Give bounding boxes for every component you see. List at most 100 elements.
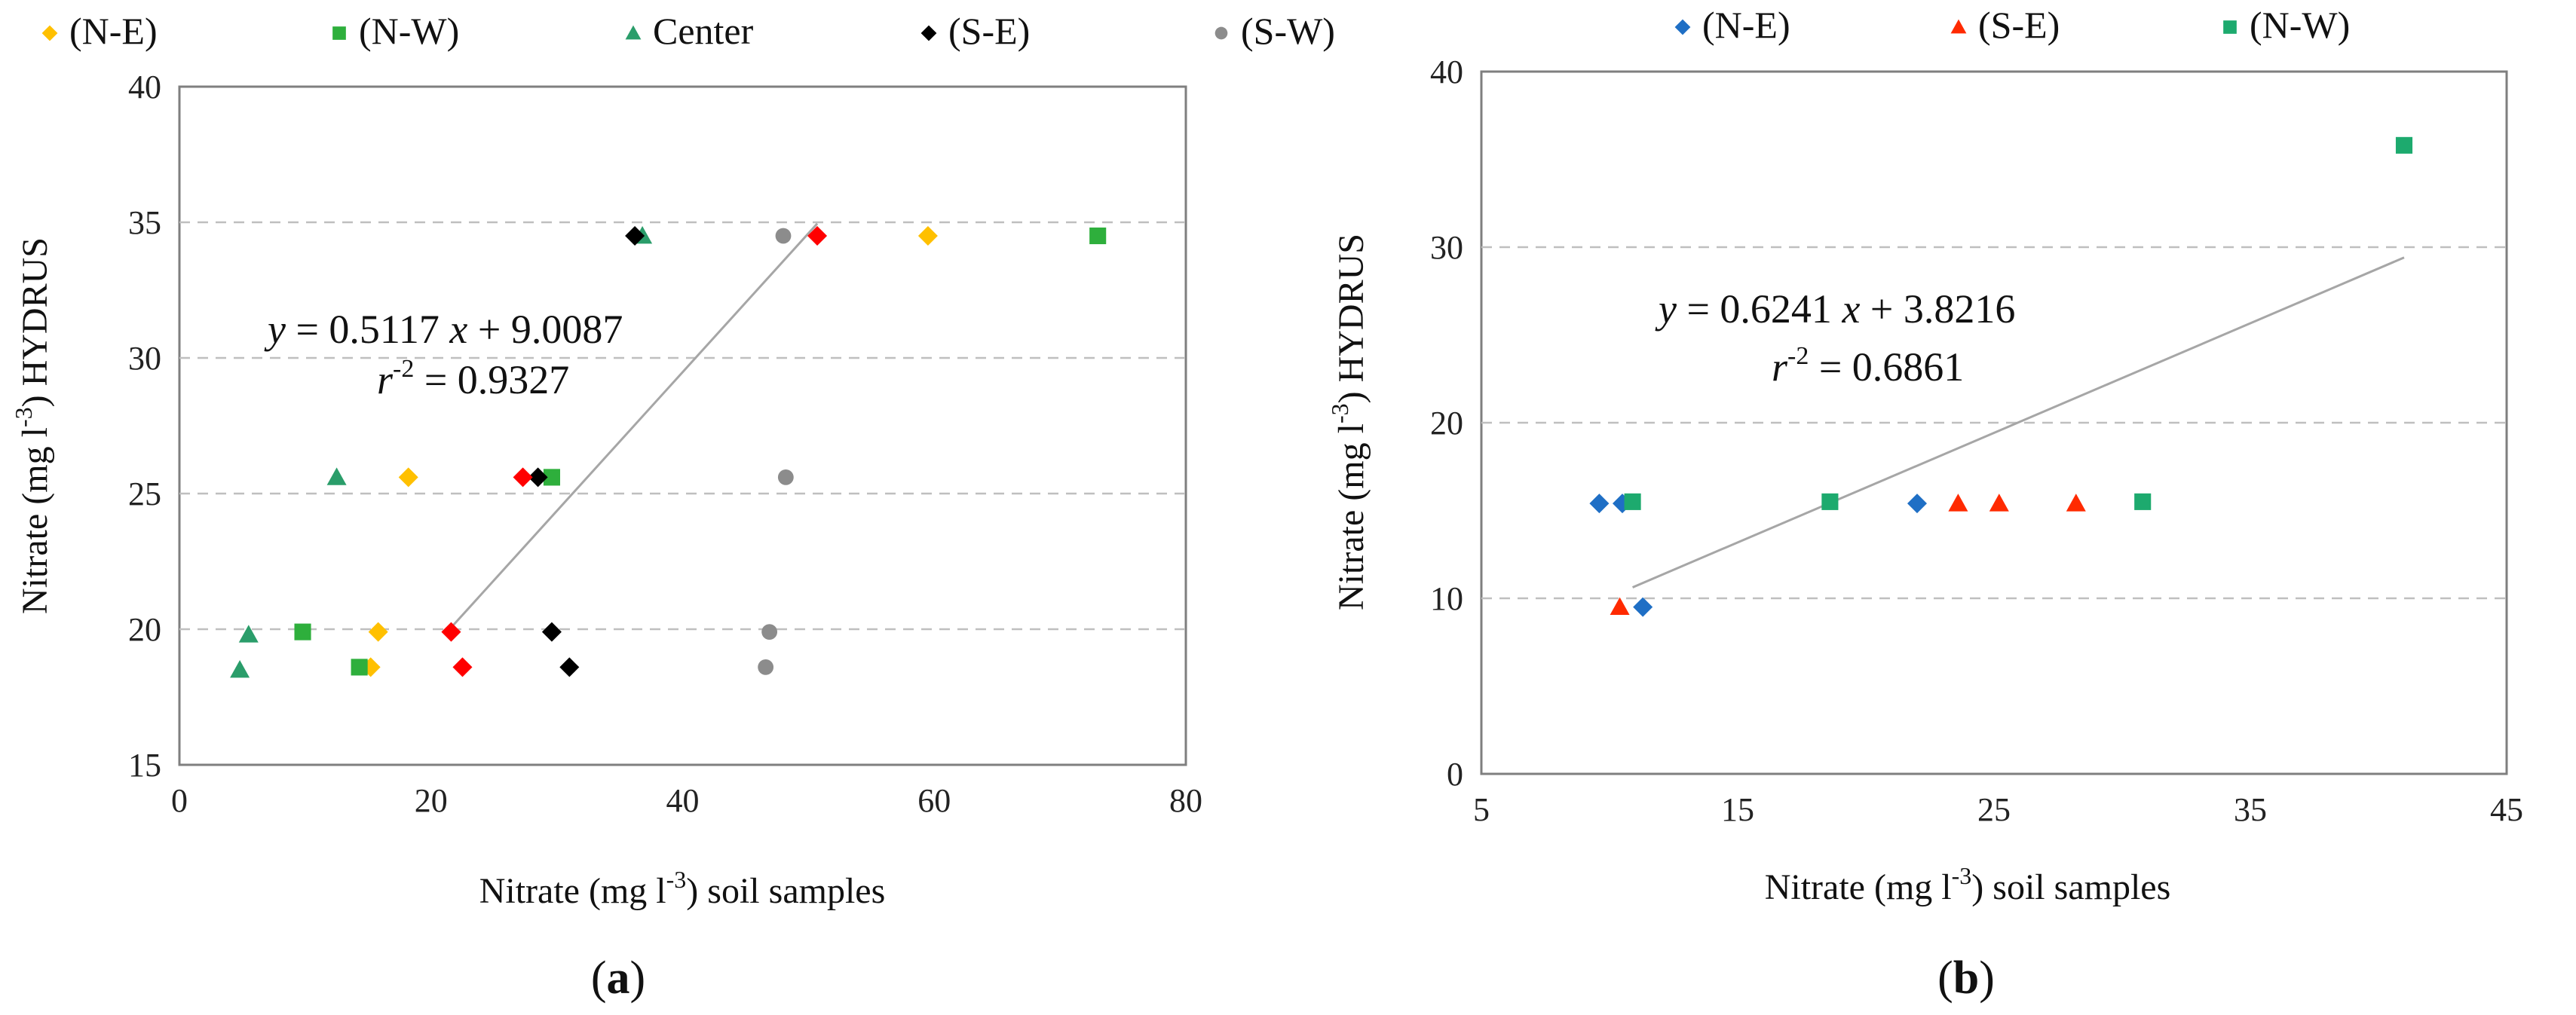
panel-a-y-tick-label: 35 xyxy=(128,204,161,241)
panel-a-eq-part2: + 9.0087 xyxy=(467,307,623,352)
panel-b-ylabel-post: ) HYDRUS xyxy=(1331,234,1371,403)
panel-b-r2-value: = 0.6861 xyxy=(1809,344,1964,390)
panel-b-eq-y: y xyxy=(1655,286,1677,332)
panel-b-trendline-line xyxy=(1632,256,2405,589)
panel-b-r: r xyxy=(1772,344,1788,390)
panel-a-data-point xyxy=(452,657,473,677)
panel-a-r2-line: r-2 = 0.9327 xyxy=(377,355,569,402)
panel-a-data-point xyxy=(541,622,562,642)
panel-a-trendline xyxy=(450,222,819,628)
panel-a-ylabel-sup: -3 xyxy=(10,407,37,427)
panel-b-legend-marker xyxy=(1950,19,1967,34)
panel-b-y-tick-label: 20 xyxy=(1430,405,1463,442)
panel-a-y-tick-label: 25 xyxy=(128,475,161,512)
panel-b-y-tick-labels: 0 10 20 30 40 xyxy=(1430,54,1463,793)
panel-a-data-point xyxy=(513,467,533,488)
panel-b-eq-part1: = 0.6241 xyxy=(1677,286,1842,332)
panel-b-y-tick-label: 40 xyxy=(1430,54,1463,90)
panel-a-caption: (a) xyxy=(591,952,645,1004)
panel-a-x-tick-label: 80 xyxy=(1169,782,1202,819)
panel-b-xlabel-pre: Nitrate (mg l xyxy=(1765,867,1952,907)
panel-b-data-point xyxy=(1907,494,1927,514)
panel-a-legend-label: (N-W) xyxy=(359,10,459,52)
panel-a-x-tick-labels: 0 20 40 60 80 xyxy=(171,782,1202,819)
panel-b-trendline xyxy=(1632,256,2405,589)
panel-a-y-tick-labels: 15 20 25 30 35 40 xyxy=(128,69,161,784)
panel-b-data-point xyxy=(1821,493,1839,510)
panel-a-data-point xyxy=(368,622,388,642)
panel-a-caption-open: ( xyxy=(591,952,607,1004)
panel-a-r: r xyxy=(377,357,394,402)
panel-b-y-tick-label: 30 xyxy=(1430,229,1463,266)
panel-a-ylabel-pre: Nitrate (mg l xyxy=(15,427,55,614)
panel-b-y-tick-label: 10 xyxy=(1430,580,1463,617)
panel-b-xlabel-post: ) soil samples xyxy=(1971,867,2170,907)
panel-a-data-point xyxy=(917,226,938,246)
panel-b-xlabel-sup: -3 xyxy=(1952,862,1972,889)
panel-a-legend: (N-E) (N-W) Center (S-E) (S-W) xyxy=(41,10,1335,52)
panel-a-data-point xyxy=(775,228,792,244)
panel-b-ylabel-pre: Nitrate (mg l xyxy=(1331,423,1371,610)
panel-a-xlabel-pre: Nitrate (mg l xyxy=(479,871,666,911)
panel-b-legend-marker xyxy=(1674,19,1691,35)
panel-b-r2-line: r-2 = 0.6861 xyxy=(1772,342,1964,390)
panel-a-legend-marker xyxy=(1214,26,1228,40)
panel-a-data-point xyxy=(559,657,580,677)
panel-b-x-tick-label: 5 xyxy=(1473,791,1490,828)
panel-a-legend-marker xyxy=(41,25,58,41)
panel-b-x-tick-labels: 5 15 25 35 45 xyxy=(1473,791,2523,828)
panel-a-r2-value: = 0.9327 xyxy=(414,357,569,402)
panel-a-y-tick-label: 40 xyxy=(128,69,161,105)
panel-a-eq-y: y xyxy=(264,307,286,352)
panel-a-x-tick-label: 0 xyxy=(171,782,188,819)
panel-a-eq-part1: = 0.5117 xyxy=(286,307,449,352)
panel-a-trendline-line xyxy=(450,222,819,628)
panel-a-data-point xyxy=(758,659,774,675)
panel-b-legend-label: (N-W) xyxy=(2250,4,2350,46)
panel-a-xlabel-post: ) soil samples xyxy=(686,871,885,911)
panel-b-legend-marker xyxy=(2223,20,2237,34)
panel-a-y-axis-label: Nitrate (mg l-3) HYDRUS xyxy=(10,237,55,614)
panel-a-xlabel-sup: -3 xyxy=(666,866,687,893)
panel-a-data-point xyxy=(777,469,794,485)
panel-b-caption-open: ( xyxy=(1937,952,1953,1004)
panel-b-x-tick-label: 15 xyxy=(1721,791,1754,828)
panel-b-x-axis-label: Nitrate (mg l-3) soil samples xyxy=(1765,862,2171,907)
panel-a-legend-label: (S-E) xyxy=(948,10,1030,52)
panel-a-legend-label: (S-W) xyxy=(1241,10,1335,52)
panel-a-y-tick-label: 20 xyxy=(128,611,161,648)
panel-b-equation-line: y = 0.6241 x + 3.8216 xyxy=(1655,286,2015,332)
panel-a-data-point xyxy=(326,467,347,485)
panel-a-data-point xyxy=(351,659,368,676)
panel-a-data-point xyxy=(398,467,418,488)
panel-b-caption-close: ) xyxy=(1979,952,1995,1004)
panel-b-y-axis-label: Nitrate (mg l-3) HYDRUS xyxy=(1326,234,1371,610)
panel-a-data-point xyxy=(230,660,250,678)
panel-b: 5 15 25 35 45 0 10 20 30 40 (N-E) (S-E) (N-W) y = … xyxy=(1326,4,2523,1004)
panel-a-points xyxy=(230,226,1107,678)
panel-b-legend-label: (N-E) xyxy=(1702,4,1790,46)
panel-a-legend-label: Center xyxy=(653,10,754,52)
panel-a-data-point xyxy=(528,467,548,488)
panel-a-x-tick-label: 20 xyxy=(415,782,448,819)
panel-b-gridlines xyxy=(1481,246,2507,600)
panel-b-points xyxy=(1589,136,2413,617)
panel-a-x-tick-label: 40 xyxy=(666,782,700,819)
panel-a-data-point xyxy=(543,469,560,486)
panel-b-data-point xyxy=(1989,494,2009,512)
panel-a-gridlines xyxy=(179,221,1186,631)
panel-a-legend-label: (N-E) xyxy=(69,10,158,52)
panel-b-data-point xyxy=(1610,597,1630,616)
panel-a-caption-close: ) xyxy=(630,952,646,1004)
panel-a-data-point xyxy=(1089,227,1107,245)
panel-a-caption-letter: a xyxy=(607,952,630,1004)
panel-b-eq-x: x xyxy=(1841,286,1860,332)
panel-a-data-point xyxy=(441,622,461,642)
panel-b-ylabel-sup: -3 xyxy=(1326,403,1353,423)
panel-b-x-tick-label: 35 xyxy=(2234,791,2267,828)
panel-b-r-sup: -2 xyxy=(1787,342,1809,370)
panel-a-eq-x: x xyxy=(449,307,467,352)
panel-a-data-point xyxy=(807,226,828,246)
